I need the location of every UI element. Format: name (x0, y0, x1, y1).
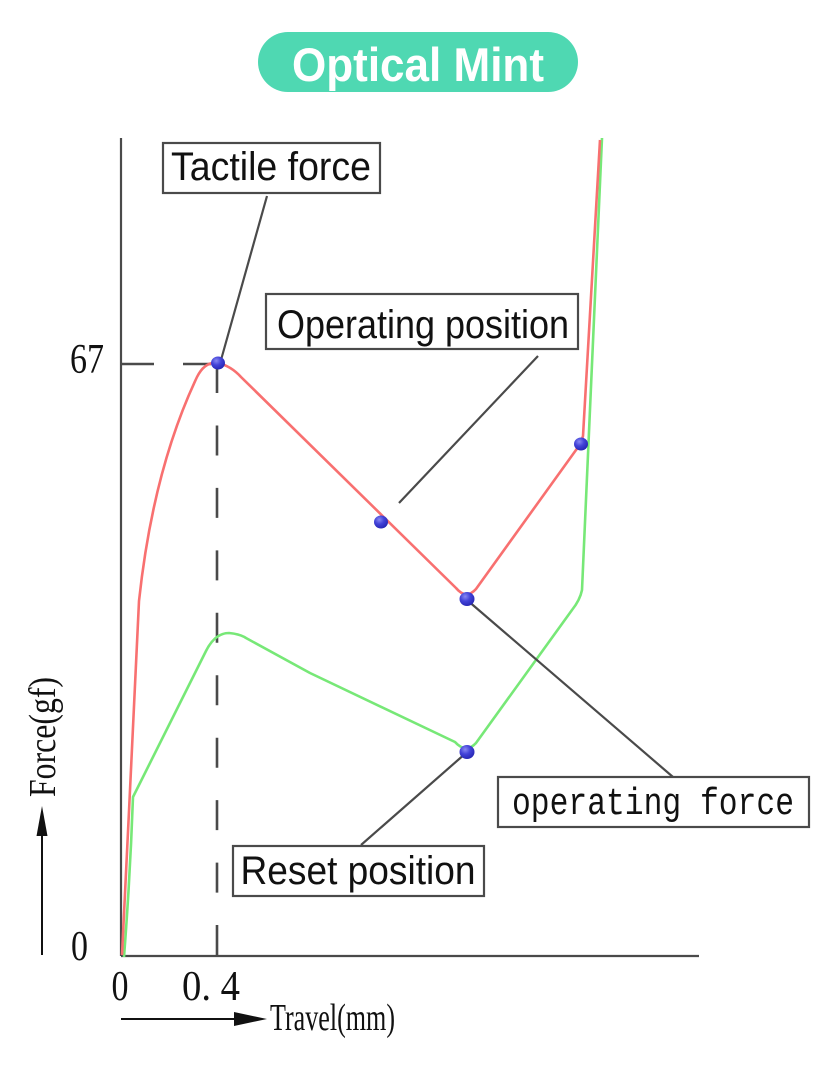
svg-text:Tactile force: Tactile force (171, 145, 371, 189)
svg-text:Reset position: Reset position (241, 849, 476, 893)
svg-text:operating force: operating force (512, 783, 794, 826)
svg-text:0: 0 (112, 964, 129, 1010)
svg-text:67: 67 (70, 337, 104, 383)
svg-text:0. 4: 0. 4 (182, 964, 240, 1010)
svg-text:Travel(mm): Travel(mm) (270, 997, 395, 1039)
svg-text:Operating position: Operating position (277, 303, 569, 347)
svg-text:0: 0 (71, 924, 88, 970)
svg-text:Optical Mint: Optical Mint (292, 38, 544, 91)
svg-text:Force(gf): Force(gf) (22, 677, 64, 797)
